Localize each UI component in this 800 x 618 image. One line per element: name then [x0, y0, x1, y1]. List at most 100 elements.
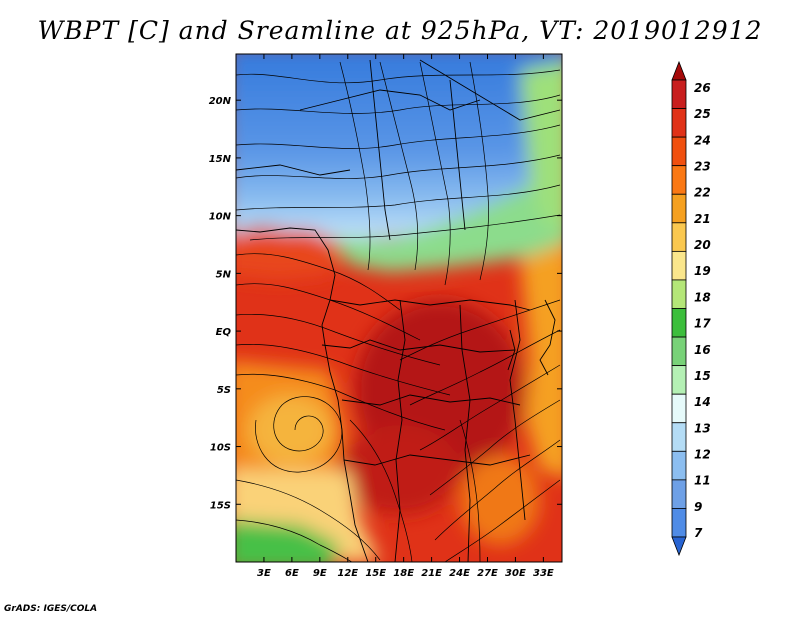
- colorbar-label: 18: [694, 290, 711, 304]
- colorbar-label: 14: [694, 395, 711, 409]
- colorbar-swatch: [671, 308, 687, 338]
- lake-outline: [539, 299, 556, 376]
- boundary-line: [236, 164, 351, 176]
- streamline: [409, 329, 561, 406]
- colorbar-label: 17: [694, 317, 711, 331]
- x-tick-label: 21E: [421, 568, 442, 579]
- boundary-line: [329, 299, 531, 311]
- vortex-streamline: [255, 396, 343, 473]
- colorbar-label: 19: [694, 264, 711, 278]
- streamline: [349, 419, 413, 562]
- colorbar-swatch: [671, 393, 687, 424]
- streamline: [236, 519, 353, 562]
- streamline: [236, 283, 421, 341]
- axis-ticks: 3E 6E 9E 12E 15E 18E 21E 24E 27E 30E 33E 20N 15N 10N 5…: [209, 54, 562, 579]
- colorbar-swatch: [671, 279, 687, 309]
- boundary-line: [343, 454, 531, 466]
- colorbar-label: 15: [694, 369, 711, 383]
- congo-south: [340, 425, 460, 515]
- streamline: [236, 154, 561, 179]
- y-tick-label: EQ: [216, 327, 232, 338]
- x-tick-label: 24E: [449, 568, 470, 579]
- y-tick-label: 15N: [209, 154, 232, 165]
- colorbar-label: 23: [694, 160, 711, 174]
- x-tick-label: 18E: [393, 568, 414, 579]
- colorbar-label: 26: [694, 81, 711, 95]
- colorbar-swatch: [671, 79, 687, 109]
- streamline: [459, 419, 481, 562]
- streamline: [249, 214, 561, 241]
- colorbar-bottom-arrow: [671, 536, 687, 557]
- colorbar-label: 24: [694, 133, 711, 147]
- streamline: [469, 61, 489, 281]
- streamlines: [236, 61, 561, 562]
- y-tick-label: 10S: [210, 443, 231, 454]
- colorbar-label: 25: [694, 107, 711, 121]
- colorbar-swatch: [671, 136, 687, 167]
- streamline: [379, 61, 419, 271]
- streamline: [236, 344, 451, 396]
- colorbar-swatch: [671, 250, 687, 281]
- streamline: [236, 94, 561, 114]
- colorbar-label: 22: [694, 186, 711, 200]
- y-tick-label: 5N: [216, 269, 232, 280]
- streamline: [236, 253, 401, 311]
- y-tick-label: 15S: [210, 500, 231, 511]
- colorbar-swatch: [671, 165, 687, 195]
- streamline: [419, 364, 561, 451]
- streamline: [429, 399, 561, 496]
- cyclone-patch: [248, 395, 332, 465]
- colorbar-label: 21: [694, 212, 711, 226]
- southwest-green: [236, 520, 340, 562]
- boundary-line: [459, 304, 471, 562]
- x-tick-label: 33E: [533, 568, 554, 579]
- colorbar-swatch: [671, 193, 687, 224]
- colorbar-label: 7: [694, 526, 703, 540]
- streamline: [236, 124, 561, 149]
- y-tick-label: 10N: [209, 212, 232, 223]
- streamline: [236, 479, 381, 561]
- colorbar-swatch: [671, 365, 687, 395]
- boundary-line: [369, 59, 391, 241]
- colorbar-label: 16: [694, 343, 711, 357]
- green-band: [330, 165, 562, 272]
- streamline: [434, 439, 561, 541]
- grads-credit: GrADS: IGES/COLA: [4, 604, 98, 614]
- map-plot-area: [236, 54, 562, 562]
- colorbar-swatch: [671, 508, 687, 538]
- southeast-orange: [460, 455, 540, 545]
- lake-outline: [507, 329, 516, 371]
- colorbar-label: 9: [694, 500, 702, 514]
- boundary-line: [299, 89, 481, 111]
- colorbar-swatch: [671, 450, 687, 481]
- x-tick-label: 15E: [365, 568, 386, 579]
- map-frame: [235, 53, 563, 563]
- x-tick-label: 12E: [337, 568, 358, 579]
- x-tick-label: 9E: [313, 568, 327, 579]
- colorbar-swatch: [671, 222, 687, 252]
- colorbar-label: 11: [694, 474, 711, 488]
- boundary-line: [509, 299, 526, 521]
- x-tick-label: 6E: [285, 568, 299, 579]
- streamline: [236, 314, 441, 366]
- colorbar-swatch: [671, 336, 687, 367]
- boundary-line: [341, 394, 521, 406]
- colorbar: 26 25 24 23 22 21 20 19 18 17 16 15 14 13 12 11 9 7: [671, 60, 711, 557]
- colorbar-swatch: [671, 108, 687, 138]
- cold-zone: [236, 54, 562, 240]
- y-tick-label: 20N: [209, 96, 232, 107]
- colorbar-label: 13: [694, 421, 711, 435]
- streamline: [236, 373, 446, 431]
- northeast-zone: [520, 61, 562, 229]
- colorbar-label: 12: [694, 447, 711, 461]
- x-tick-label: 30E: [505, 568, 526, 579]
- map-title: WBPT [C] and Sreamline at 925hPa, VT: 20…: [37, 16, 763, 45]
- east-highlands: [520, 243, 562, 477]
- colorbar-swatch: [671, 422, 687, 452]
- streamline: [236, 69, 561, 84]
- streamline: [339, 61, 371, 271]
- colorbar-label: 20: [694, 238, 711, 252]
- x-tick-label: 3E: [257, 568, 271, 579]
- west-warm: [236, 230, 340, 280]
